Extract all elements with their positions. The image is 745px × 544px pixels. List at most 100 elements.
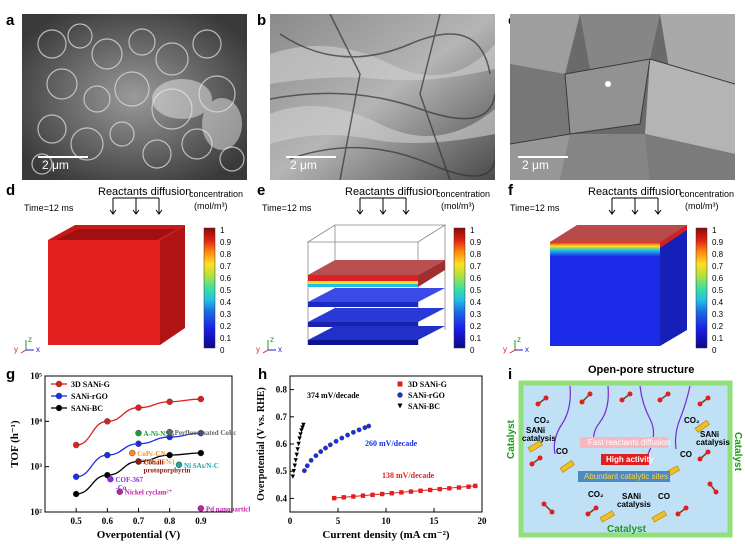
scale-bar-b (286, 156, 336, 158)
scale-bar-a (38, 156, 88, 158)
data-point (72, 490, 80, 498)
sim-time-f: Time=12 ms (510, 203, 560, 213)
data-point (366, 423, 372, 429)
data-point (397, 392, 403, 398)
sem-texture-b (270, 14, 495, 180)
sim-time-e: Time=12 ms (262, 203, 312, 213)
reference-label: Nickel cyclam²⁺ (125, 489, 173, 497)
data-point (313, 453, 319, 459)
reference-label: CoPc-CN (137, 450, 165, 458)
tof-chart: 0.5 0.6 0.7 0.8 0.9 10² 10³ 10⁴ 10⁵ Overpotential… (9, 371, 250, 541)
panel-label-g: g (6, 366, 16, 383)
data-point (397, 403, 403, 409)
data-point (301, 422, 306, 428)
panel-label-h: h (258, 366, 268, 383)
sem-image-b: 2 μm (270, 14, 495, 180)
axis-y-d: y (14, 345, 18, 354)
sim-graphic-e (262, 197, 466, 354)
data-point (298, 432, 303, 437)
cb-tick: 0.1 (712, 334, 724, 343)
data-point (397, 381, 403, 387)
data-point (197, 505, 205, 512)
schematic-title: Open-pore structure (588, 364, 695, 376)
sim-title-f: Reactants diffusion (588, 186, 682, 198)
slope-label-3d-sani-g: 138 mV/decade (382, 471, 435, 480)
data-point (339, 435, 345, 441)
legend-label: SANi-rGO (71, 392, 108, 401)
co-label-2: CO (680, 450, 692, 459)
reference-6: Nickel cyclam²⁺ (116, 488, 173, 497)
panel-label-b: b (257, 12, 267, 29)
axis-x-e: x (278, 345, 282, 354)
sem-texture-a (22, 14, 247, 180)
data-point (55, 380, 63, 388)
data-point (318, 449, 324, 455)
data-point (104, 451, 111, 459)
x-tick-label: 0.9 (195, 516, 207, 526)
data-point (297, 436, 302, 441)
high-activity-label: High activity (606, 455, 654, 464)
catalysis-label-1: catalysis (522, 434, 556, 443)
data-point (166, 398, 173, 405)
cb-tick: 0.6 (220, 274, 232, 283)
slope-label-sani-rgo: 260 mV/decade (365, 439, 418, 448)
scale-label-b: 2 μm (290, 158, 317, 172)
y-tick-label: 10² (30, 507, 42, 517)
panel-label-d: d (6, 182, 16, 199)
cb-tick: 0.8 (470, 250, 482, 259)
legend-label: 3D SANi-G (71, 380, 110, 389)
reference-label: -Co (115, 484, 126, 492)
open-pore-schematic (518, 380, 733, 538)
axis-z-f: z (517, 335, 521, 344)
legend-label: SANi-BC (408, 402, 440, 411)
cb-tick: 0.8 (220, 250, 232, 259)
cb-tick: 1 (220, 226, 225, 235)
y-tick-label: 10⁵ (30, 371, 42, 381)
reference-7: Pd nanoparticles (197, 505, 250, 513)
reference-label: COF-367 (115, 476, 143, 484)
data-point (308, 457, 314, 463)
cb-tick: 0.2 (470, 322, 482, 331)
data-point (135, 440, 142, 447)
series-1: SANi-rGO (302, 391, 445, 474)
reference-label: Cobalt (144, 459, 165, 467)
reference-1: CoPc-CN/CNT(3.5%) (129, 449, 175, 466)
catalyst-bottom: Catalyst (607, 524, 646, 535)
y-tick-label: 0.5 (276, 466, 288, 476)
x-axis-label: Overpotential (V) (97, 529, 181, 541)
x-tick-label: 0.6 (102, 516, 114, 526)
data-point (299, 428, 304, 433)
data-point (55, 404, 63, 412)
data-point (293, 458, 298, 463)
tafel-chart: 0 5 10 15 20 0.4 0.5 0.6 0.7 0.8 Current density (… (256, 375, 487, 541)
data-point (291, 469, 297, 474)
fit-line (334, 485, 476, 499)
data-point (107, 475, 114, 483)
cb-tick: 0.5 (712, 286, 724, 295)
cb-tick: 0.2 (220, 322, 232, 331)
axis-x-f: x (525, 345, 529, 354)
data-point (166, 428, 173, 436)
cb-tick: 0 (712, 346, 717, 355)
reference-label: Perfluorinated CoPc (175, 429, 237, 437)
cb-tick: 0.4 (470, 298, 482, 307)
data-point (333, 438, 339, 444)
cb-tick: 0.3 (712, 310, 724, 319)
scale-label-a: 2 μm (42, 158, 69, 172)
axis-y-e: y (256, 345, 260, 354)
cb-tick: 0.6 (712, 274, 724, 283)
x-tick-label: 0.5 (71, 516, 83, 526)
y-tick-label: 0.4 (276, 493, 288, 503)
sem-texture-c (510, 14, 735, 180)
sem-image-c: 2 μm (510, 14, 735, 180)
data-point (331, 495, 337, 501)
data-point (104, 418, 111, 425)
scale-label-c: 2 μm (522, 158, 549, 172)
data-point (356, 427, 362, 433)
data-point (296, 441, 301, 447)
reference-5: COF-367-Co (107, 475, 144, 492)
data-point (175, 461, 183, 468)
co-label-3: CO (658, 492, 670, 501)
legend-label: SANi-rGO (408, 391, 445, 400)
